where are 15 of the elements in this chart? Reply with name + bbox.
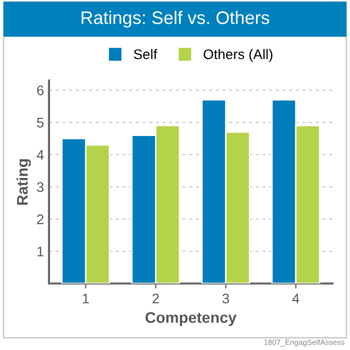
y-tick-label: 3 [36, 182, 44, 192]
x-tick-label: 2 [152, 294, 159, 304]
legend-label: Self [134, 48, 158, 60]
chart-title: Ratings: Self vs. Others [82, 10, 270, 28]
y-tick-label: 5 [36, 118, 44, 128]
y-tick-label: 2 [37, 214, 44, 224]
x-tick-label: 1 [82, 294, 89, 304]
y-tick-label: 6 [37, 86, 44, 96]
y-axis-title: Rating [16, 159, 31, 205]
x-axis-title: Competency [146, 312, 237, 326]
x-tick-label: 4 [292, 294, 300, 304]
x-tick-label: 3 [222, 294, 230, 304]
legend-label: Others (All) [204, 48, 272, 62]
y-tick-label: 4 [36, 150, 44, 160]
y-tick-label: 1 [37, 246, 44, 256]
